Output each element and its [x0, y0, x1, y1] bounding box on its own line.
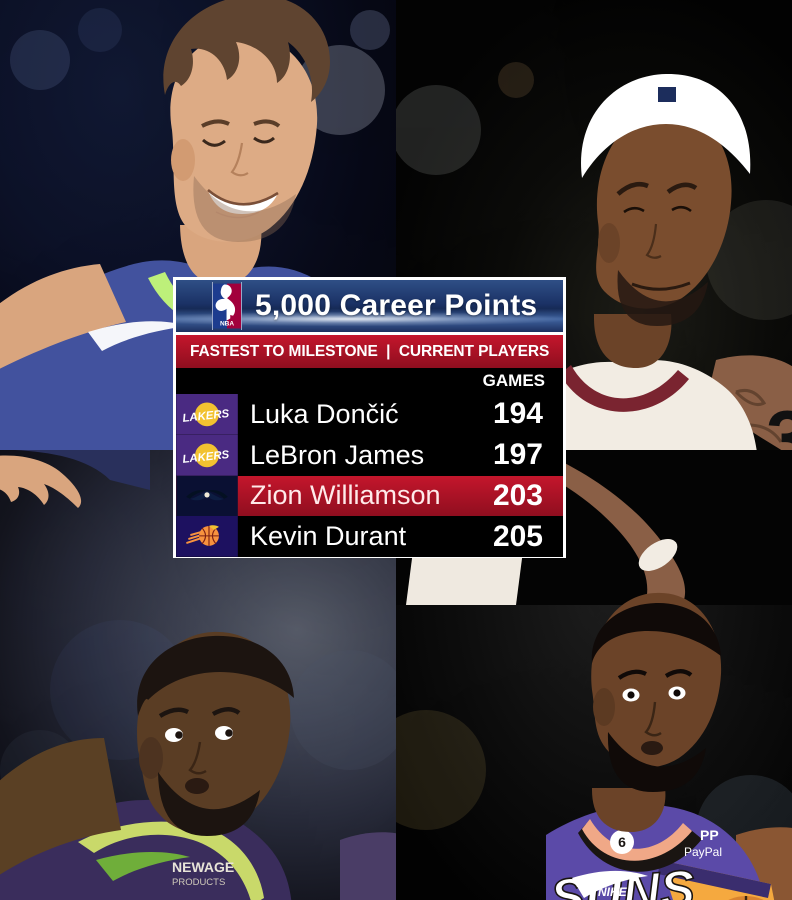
- svg-text:NEWAGE: NEWAGE: [172, 859, 234, 875]
- svg-text:3: 3: [766, 394, 792, 450]
- svg-text:6: 6: [618, 834, 626, 850]
- svg-text:PayPal: PayPal: [684, 845, 722, 859]
- svg-text:PP: PP: [700, 827, 719, 843]
- svg-text:PRODUCTS: PRODUCTS: [172, 877, 225, 888]
- svg-text:NIKE: NIKE: [598, 885, 628, 899]
- svg-text:NBA: NBA: [220, 321, 234, 328]
